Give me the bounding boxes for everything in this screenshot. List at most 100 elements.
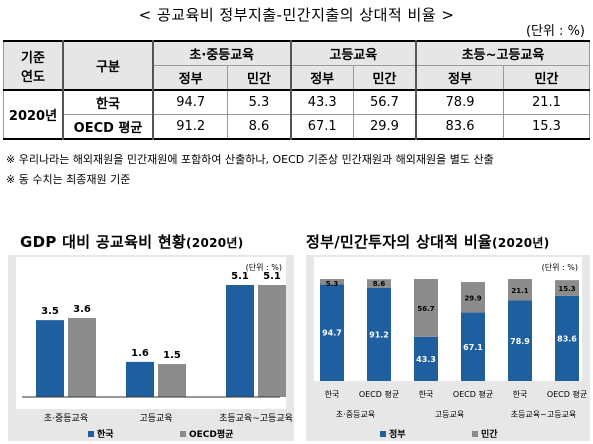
- unit-label: (단위 : %): [525, 24, 585, 39]
- legend-swatch: [88, 431, 94, 437]
- table-cell: 8.6: [227, 114, 292, 140]
- bar-segment-gov: [320, 284, 344, 381]
- year-cell: 2020년: [3, 89, 64, 140]
- header-year: 기준 연도: [3, 40, 64, 91]
- x-tick-label: OECD 평균: [359, 389, 399, 399]
- group-label: 고등교육: [435, 410, 464, 419]
- table-cell: 56.7: [352, 89, 418, 115]
- x-tick-label: 한국: [419, 390, 434, 399]
- notes: ※ 우리나라는 해외재원을 민간재원에 포함하여 산출하나, OECD 기준상 …: [6, 150, 494, 190]
- bar: [68, 317, 96, 397]
- note-1: ※ 우리나라는 해외재원을 민간재원에 포함하여 산출하나, OECD 기준상 …: [6, 153, 494, 166]
- x-tick-label: OECD 평균: [547, 389, 587, 399]
- page-title: < 공교육비 정부지출-민간지출의 상대적 비율 >: [138, 6, 455, 24]
- bar-segment-gov: [555, 295, 579, 381]
- table-cell: 83.6: [415, 114, 504, 140]
- legend-swatch: [472, 431, 478, 437]
- table-cell: 78.9: [415, 89, 504, 115]
- data-label: 67.1: [463, 343, 483, 352]
- header-group-higher: 고등교육: [290, 40, 418, 66]
- table-cell: 29.9: [352, 114, 418, 140]
- x-tick-label: 고등교육: [139, 413, 172, 424]
- legend-label: 정부: [389, 428, 406, 440]
- header-group-elementary: 초·중등교육: [152, 40, 292, 66]
- x-tick-label: 초·중등교육: [44, 413, 88, 424]
- header-group: 구분: [62, 40, 154, 91]
- bar-segment-private: [414, 279, 438, 337]
- bar-segment-private: [508, 279, 532, 301]
- data-label: 91.2: [369, 330, 389, 339]
- x-tick-label: OECD 평균: [453, 389, 493, 399]
- table-cell: 91.2: [152, 114, 229, 140]
- data-label: 5.1: [231, 271, 249, 282]
- right-chart-year: (2020년): [492, 236, 550, 250]
- unit-label: (단위 : %): [542, 262, 578, 272]
- legend-label: 민간: [481, 428, 498, 440]
- data-label: 78.9: [510, 337, 530, 346]
- header-group-all: 초등~고등교육: [415, 40, 591, 66]
- data-label: 1.6: [131, 348, 149, 359]
- unit-label: (단위 : %): [246, 262, 282, 272]
- row-label: 한국: [62, 89, 154, 115]
- data-label: 1.5: [163, 350, 181, 361]
- legend-label: OECD평균: [189, 428, 234, 440]
- bar-segment-private: [367, 279, 391, 288]
- bar: [258, 285, 286, 397]
- group-label: 초·중등교육: [336, 410, 375, 419]
- sub-header: 정부: [415, 65, 504, 91]
- data-label: 8.6: [373, 280, 386, 288]
- table-row: 2020년 한국 94.7 5.3 43.3 56.7 78.9 21.1: [3, 89, 591, 140]
- sub-header: 정부: [152, 65, 229, 91]
- bar-segment-private: [320, 279, 344, 285]
- table-cell: 15.3: [502, 114, 591, 140]
- bar: [36, 320, 64, 397]
- data-label: 5.1: [263, 271, 281, 282]
- bar-segment-gov: [508, 300, 532, 381]
- group-label: 초등교육~고등교육: [511, 410, 577, 419]
- bar-segment-gov: [461, 312, 485, 381]
- sub-header: 민간: [352, 65, 418, 91]
- table-cell: 21.1: [502, 89, 591, 115]
- right-chart-title-text: 정부/민간투자의 상대적 비율: [306, 233, 493, 251]
- x-tick-label: 한국: [325, 390, 340, 399]
- table-cell: 5.3: [227, 89, 292, 115]
- plot-area: [314, 257, 582, 381]
- data-label: 21.1: [511, 287, 528, 295]
- left-chart-title: GDP 대비 공교육비 현황(2020년): [20, 231, 244, 252]
- header-year-text: 기준 연도: [21, 50, 45, 85]
- ratio-stacked-chart: (단위 : %) 94.7 5.3 한국 91.2 8.6 OECD 평균 43.3 56.7 한…: [306, 255, 590, 441]
- bar-segment-private: [555, 280, 579, 296]
- ratio-table: 기준 연도 구분 초·중등교육 고등교육 초등~고등교육 정부 민간 정부 민간…: [3, 40, 591, 140]
- row-label: OECD 평균: [62, 114, 154, 140]
- note-2: ※ 동 수치는 최종재원 기준: [6, 173, 131, 186]
- bar: [226, 285, 254, 397]
- x-tick-label: 초등교육~고등교육: [219, 413, 293, 424]
- x-tick-label: 한국: [513, 390, 528, 399]
- left-chart-year: (2020년): [186, 236, 244, 250]
- table-row: OECD 평균 91.2 8.6 67.1 29.9 83.6 15.3: [4, 114, 591, 140]
- sub-header: 정부: [290, 65, 354, 91]
- table-cell: 94.7: [152, 89, 229, 115]
- sub-header: 민간: [227, 65, 292, 91]
- data-label: 29.9: [464, 294, 481, 302]
- left-chart-title-text: GDP 대비 공교육비 현황: [20, 233, 187, 251]
- data-label: 5.3: [326, 280, 339, 288]
- table-cell: 43.3: [290, 89, 354, 115]
- data-label: 15.3: [558, 285, 575, 293]
- right-chart-title: 정부/민간투자의 상대적 비율(2020년): [306, 231, 550, 252]
- bar: [158, 364, 186, 397]
- data-label: 3.6: [73, 304, 91, 315]
- bar: [126, 361, 154, 397]
- bar-segment-private: [461, 282, 485, 313]
- bar-segment-gov: [367, 287, 391, 381]
- data-label: 94.7: [322, 329, 342, 338]
- legend-label: 한국: [97, 428, 114, 440]
- data-label: 83.6: [557, 334, 577, 343]
- data-label: 56.7: [417, 305, 434, 313]
- sub-header: 민간: [502, 65, 591, 91]
- data-label: 3.5: [41, 306, 59, 317]
- legend-swatch: [180, 431, 186, 437]
- bar-segment-gov: [414, 336, 438, 381]
- gdp-bar-chart: (단위 : %) 3.5 3.6 초·중등교육 1.6 1.5 고등교육 5.1 5.1 초등교육…: [8, 255, 294, 441]
- table-cell: 67.1: [290, 114, 354, 140]
